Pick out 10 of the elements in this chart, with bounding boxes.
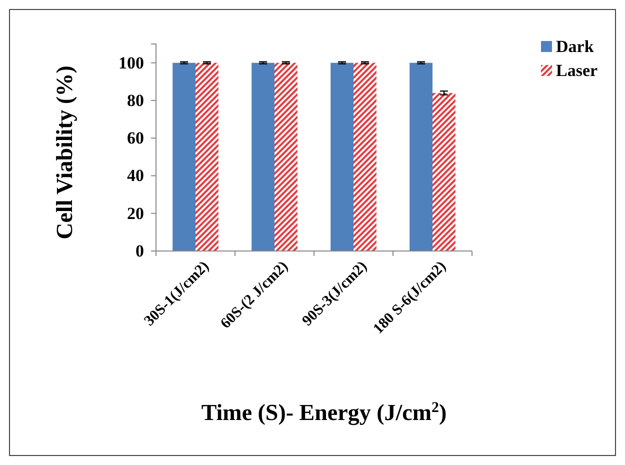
y-tick-label: 100 xyxy=(118,53,144,72)
y-tick-label: 80 xyxy=(127,90,144,110)
y-tick-label: 40 xyxy=(127,166,144,186)
legend-label: Laser xyxy=(556,61,598,80)
y-tick-label: 20 xyxy=(127,204,144,223)
x-axis-title: Time (S)- Energy (J/cm$^{2}$) xyxy=(201,400,447,426)
y-tick-label: 0 xyxy=(136,241,144,260)
legend-label: Dark xyxy=(556,37,594,56)
y-axis-title: Cell Viability (%) xyxy=(52,66,77,240)
y-tick-label: 60 xyxy=(127,128,144,148)
